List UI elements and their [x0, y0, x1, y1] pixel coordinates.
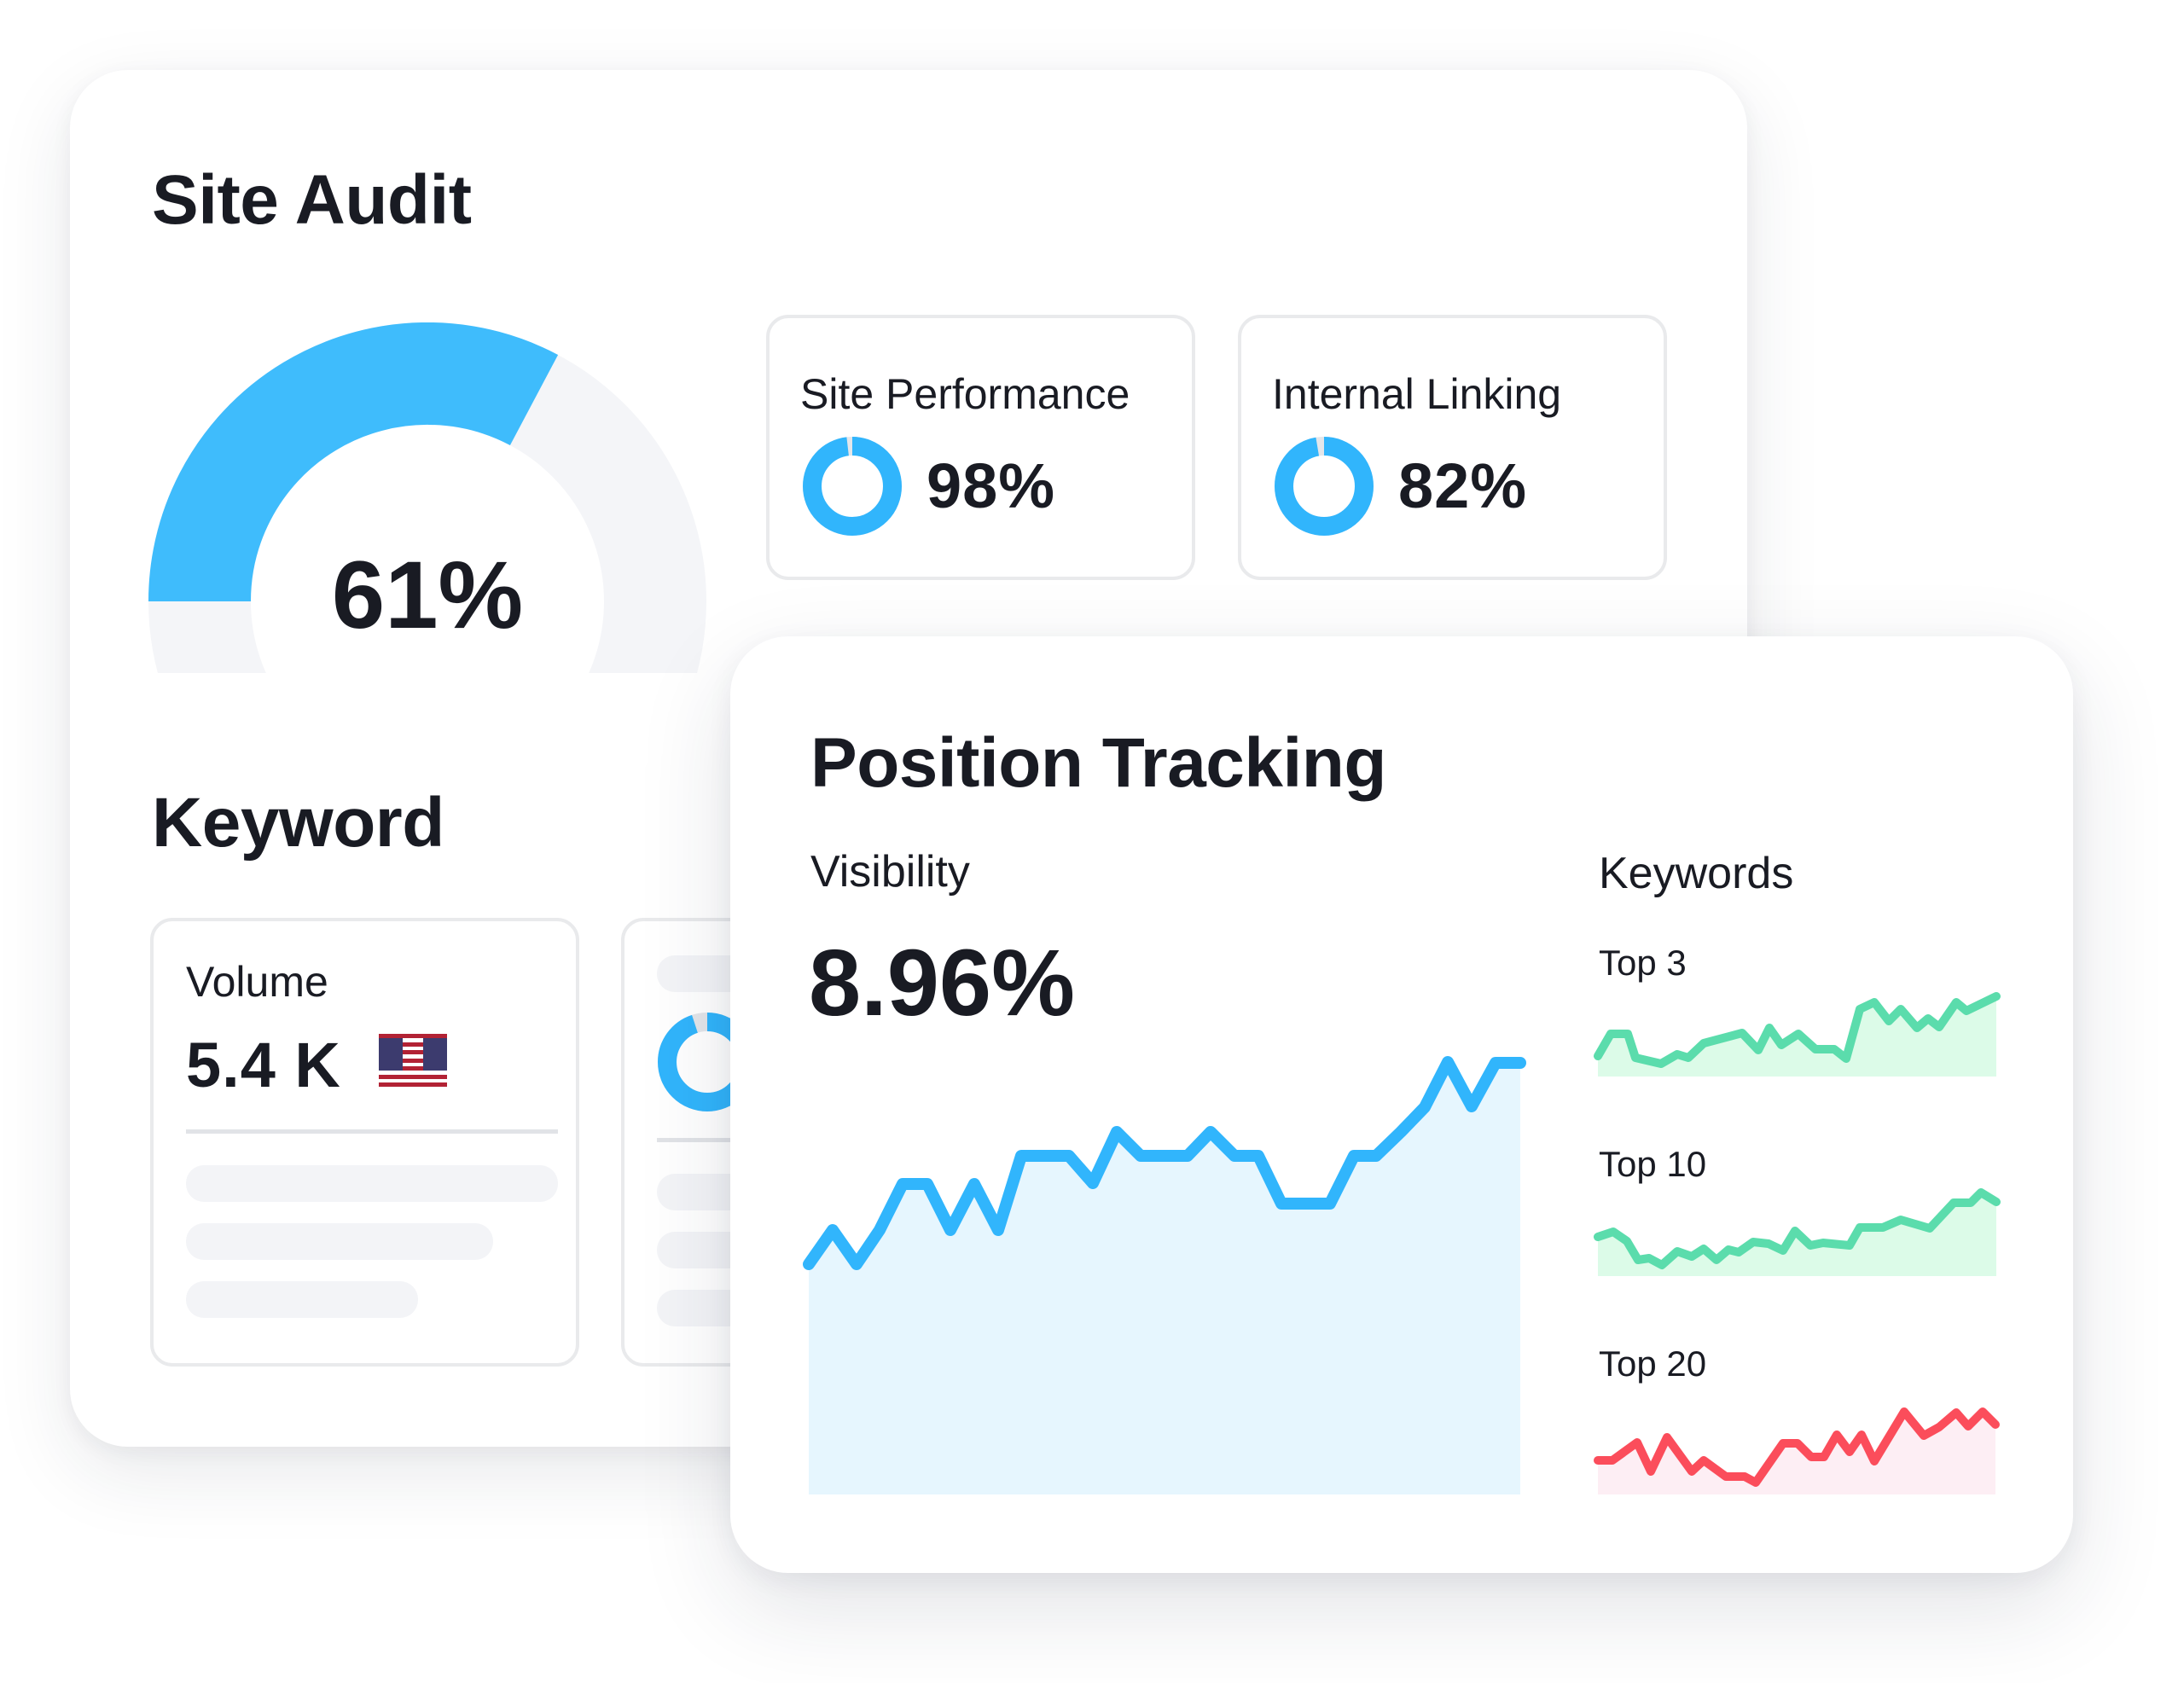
internal-linking-value: 82%	[1398, 450, 1528, 521]
volume-card[interactable]: Volume 5.4 K	[150, 918, 579, 1367]
keyword-title: Keyword	[152, 784, 444, 862]
internal-linking-label: Internal Linking	[1272, 370, 1562, 418]
site-performance-donut-icon	[803, 437, 902, 536]
site-performance-card[interactable]: Site Performance 98%	[766, 315, 1195, 580]
volume-divider	[186, 1129, 558, 1134]
us-flag-icon	[379, 1034, 447, 1087]
top-20-sparkline	[1594, 1407, 2000, 1494]
skeleton-line	[186, 1165, 558, 1202]
internal-linking-card[interactable]: Internal Linking 82%	[1238, 315, 1667, 580]
top-10-sparkline	[1594, 1188, 2001, 1276]
top-3-sparkline	[1594, 992, 2001, 1077]
skeleton-line	[186, 1223, 493, 1260]
site-audit-gauge: 61%	[148, 322, 706, 673]
skeleton-line	[186, 1281, 418, 1318]
gauge-value: 61%	[331, 542, 524, 648]
volume-value: 5.4 K	[186, 1030, 341, 1100]
position-tracking-title: Position Tracking	[810, 724, 1386, 802]
top-10-label: Top 10	[1599, 1144, 1707, 1184]
visibility-area-chart	[803, 1056, 1526, 1494]
site-performance-label: Site Performance	[800, 370, 1130, 418]
position-tracking-card: Position Tracking Visibility 8.96% Keywo…	[730, 636, 2073, 1573]
volume-label: Volume	[186, 958, 328, 1006]
visibility-label: Visibility	[810, 847, 970, 897]
top-3-label: Top 3	[1599, 943, 1687, 983]
top-20-label: Top 20	[1599, 1343, 1707, 1384]
gauge-chart	[148, 322, 706, 673]
visibility-value: 8.96%	[809, 931, 1075, 1036]
visibility-chart-fill	[809, 1062, 1520, 1494]
gauge-fill	[148, 322, 559, 603]
keywords-label: Keywords	[1599, 849, 1794, 898]
visibility-chart-line	[803, 1056, 1526, 1270]
site-audit-title: Site Audit	[152, 161, 472, 239]
internal-linking-donut-icon	[1275, 437, 1374, 536]
site-performance-value: 98%	[926, 450, 1056, 521]
